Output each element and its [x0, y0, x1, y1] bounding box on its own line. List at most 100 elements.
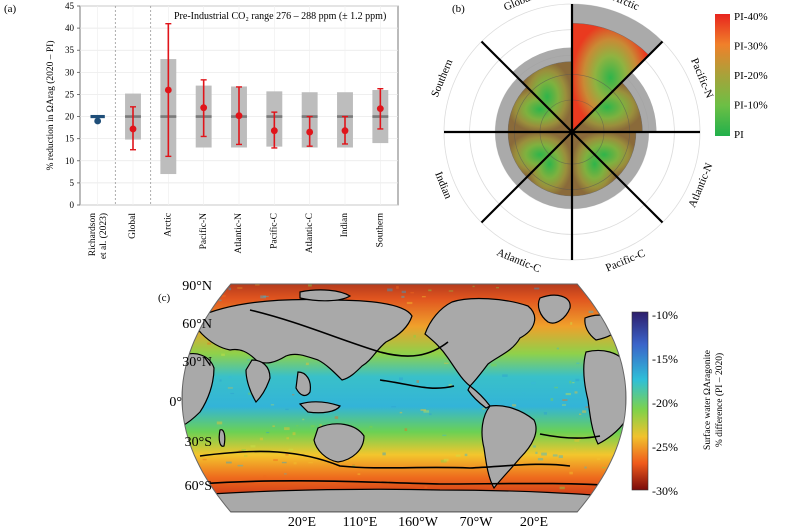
ocean-speckle: [396, 286, 399, 289]
mean-point: [341, 127, 349, 135]
ocean-speckle: [618, 344, 621, 347]
ocean-speckle: [562, 399, 568, 401]
ocean-speckle: [521, 392, 526, 394]
x-tick-label: Pacific-N: [198, 213, 209, 250]
land-australia: [313, 423, 365, 463]
ocean-speckle: [610, 285, 615, 288]
ocean-speckle: [237, 464, 244, 467]
ocean-speckle: [286, 437, 290, 440]
map-colorbar: [631, 311, 649, 491]
ocean-speckle: [292, 432, 296, 436]
ocean-speckle: [250, 445, 256, 448]
mean-point: [164, 86, 172, 94]
map-colorbar-tick: -30%: [652, 484, 678, 498]
map-colorbar-tick: -20%: [652, 396, 678, 410]
ocean-speckle: [410, 292, 414, 294]
contours: [199, 309, 621, 487]
polar-spoke: [571, 131, 664, 224]
ocean-speckle: [228, 376, 232, 379]
ocean-speckle: [288, 448, 294, 451]
ocean-speckle: [440, 459, 447, 463]
map-border: [181, 283, 627, 513]
y-tick-label: 0: [70, 200, 75, 210]
ocean-speckle: [482, 407, 486, 410]
panel-a-chart: 0 5 10 15 20 25 30 35 40 45 Richardson et al. (202…: [45, 1, 399, 259]
ocean-speckle: [611, 495, 618, 498]
polar-colorbar-tick: PI-10%: [734, 100, 768, 112]
longitude-label: 160°W: [398, 515, 439, 530]
ocean-speckle: [448, 384, 453, 387]
ocean-speckle: [584, 466, 587, 469]
ocean-speckle: [602, 466, 606, 469]
ocean-speckle: [621, 434, 625, 437]
ocean-speckle: [270, 404, 275, 406]
ocean-speckle: [260, 295, 266, 299]
y-tick-label: 45: [65, 1, 75, 11]
mean-point: [94, 117, 102, 125]
ocean-speckle: [222, 294, 226, 298]
ocean-speckle: [561, 404, 567, 406]
map-colorbar-label-2: % difference (PI – 2020): [714, 353, 725, 447]
ocean-speckle: [225, 461, 232, 464]
mean-point: [200, 104, 208, 112]
y-axis-label-a: % reduction in ΩArag (2020 – PI): [45, 40, 56, 170]
polar-sector-label: Arctic: [611, 0, 641, 13]
polar-spoke: [571, 40, 664, 133]
ocean-speckle: [423, 410, 430, 413]
land-greenland: [537, 294, 571, 324]
latitude-label: 30°N: [182, 355, 212, 370]
land-indonesia: [298, 401, 341, 414]
ocean-speckle: [610, 466, 617, 468]
ocean-speckle: [369, 425, 373, 428]
ocean-speckle: [429, 413, 432, 416]
latitude-label: 60°N: [182, 317, 212, 332]
ocean-speckle: [588, 310, 594, 314]
ocean-speckle: [401, 295, 405, 298]
ocean-speckle: [596, 458, 601, 461]
ocean-speckle: [569, 471, 573, 475]
ocean-speckle: [284, 427, 290, 431]
ocean-speckle: [285, 452, 289, 456]
land-south-america: [481, 405, 537, 490]
polar-spokes: [444, 4, 700, 260]
polar-sector-label: Indian: [432, 170, 454, 201]
ocean-speckle: [219, 379, 222, 382]
polar-sector-label: Pacific-C: [604, 247, 647, 274]
ocean-speckle: [448, 290, 454, 292]
ocean-speckle: [491, 363, 497, 367]
ocean-speckle: [578, 413, 582, 415]
polar-sector-label: Atlantic-N: [686, 161, 715, 209]
panel-a-label: (a): [4, 3, 17, 15]
ocean-speckle: [227, 387, 233, 389]
ocean-speckle: [543, 412, 547, 415]
latitude-label: 0°: [169, 395, 182, 410]
ocean-speckle: [241, 449, 246, 452]
panel-b-label: (b): [452, 3, 465, 15]
ocean-speckle: [357, 473, 361, 475]
contour-south-2: [539, 433, 601, 439]
ocean-speckle: [377, 301, 384, 304]
x-tick-label: Indian: [340, 213, 350, 238]
ocean-speckle: [534, 287, 540, 290]
ocean-speckle: [406, 301, 413, 305]
ocean-speckle: [293, 462, 297, 465]
ocean-speckle: [207, 342, 212, 345]
polar-colorbar-tick: PI: [734, 129, 744, 141]
land-antarctica: [182, 488, 626, 512]
panel-c-map: 90°N 60°N 30°N 0° 30°S 60°S 20°E 110°E 160°W 70°…: [169, 279, 725, 530]
ocean-speckle: [281, 461, 287, 464]
ocean-speckle: [575, 378, 580, 382]
y-tick-label: 30: [65, 67, 75, 77]
y-tick-label: 35: [65, 45, 75, 55]
ocean-speckle: [424, 486, 428, 489]
y-tick-label: 15: [65, 134, 75, 144]
map-colorbar-tick: -15%: [652, 352, 678, 366]
ocean-speckle: [502, 374, 508, 377]
ocean-speckle: [188, 313, 192, 316]
ocean-speckle: [625, 287, 626, 289]
ocean-speckle: [237, 287, 243, 289]
ocean-speckle: [382, 452, 386, 456]
ocean-speckle: [401, 290, 406, 294]
ocean-speckle: [532, 445, 536, 448]
